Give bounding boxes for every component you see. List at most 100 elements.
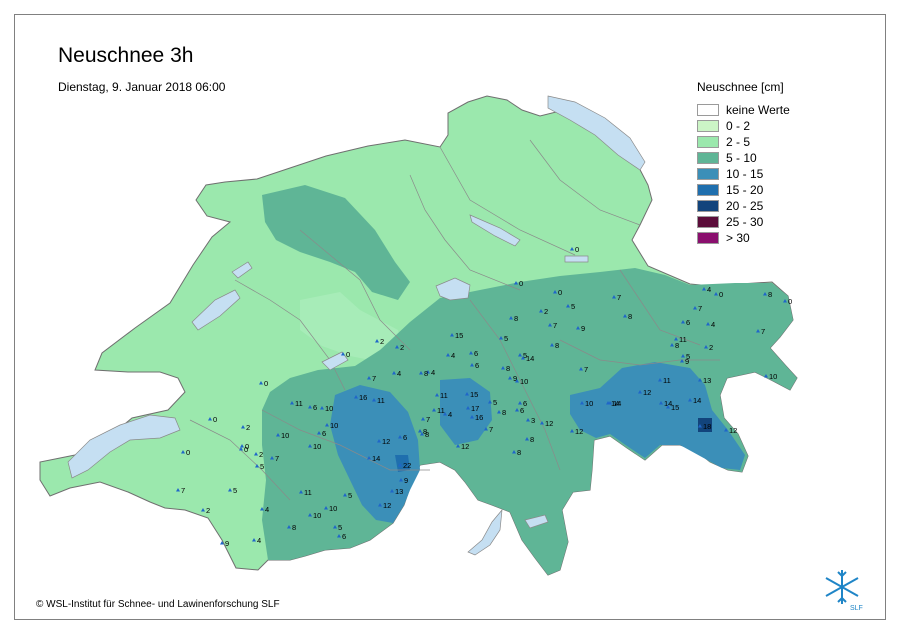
station-value: 22 [403, 461, 411, 470]
station-marker [724, 428, 728, 432]
station-marker [469, 351, 473, 355]
station-value: 4 [451, 351, 455, 360]
station-value: 8 [425, 430, 429, 439]
station-marker [426, 370, 430, 374]
station-marker [514, 281, 518, 285]
station-value: 8 [517, 448, 521, 457]
station-value: 6 [342, 532, 346, 541]
station-marker [395, 345, 399, 349]
canton-borders [189, 139, 720, 501]
station-value: 7 [553, 321, 557, 330]
zone-light [300, 292, 405, 362]
station-value: 15 [455, 331, 463, 340]
zone-15-20 [395, 455, 410, 472]
station-value: 8 [675, 341, 679, 350]
station-marker [252, 538, 256, 542]
legend-item: 25 - 30 [697, 214, 790, 229]
legend-swatch [697, 103, 719, 116]
legend-label: 5 - 10 [726, 150, 757, 165]
station-marker [579, 367, 583, 371]
station-marker [764, 374, 768, 378]
station-value: 0 [346, 350, 350, 359]
station-value: 14 [664, 399, 672, 408]
station-value: 5 [504, 334, 508, 343]
station-value: 7 [372, 374, 376, 383]
station-marker [276, 433, 280, 437]
lake-geneva [67, 414, 181, 479]
station-marker [239, 447, 243, 451]
station-marker [550, 343, 554, 347]
station-marker [398, 435, 402, 439]
zone-10-15-ticino [440, 378, 492, 445]
legend-title: Neuschnee [cm] [697, 80, 784, 94]
lake-zurich [469, 214, 521, 247]
station-marker [680, 359, 684, 363]
station-value: 7 [698, 304, 702, 313]
station-value: 10 [520, 377, 528, 386]
station-value: 10 [330, 421, 338, 430]
station-marker [465, 392, 469, 396]
lake-constance [547, 95, 646, 171]
station-value: 4 [397, 369, 401, 378]
station-value: 3 [531, 416, 535, 425]
legend-item: 2 - 5 [697, 134, 790, 149]
station-marker [443, 412, 447, 416]
station-value: 6 [520, 406, 524, 415]
station-value: 0 [244, 445, 248, 454]
station-value: 4 [431, 368, 435, 377]
station-value: 7 [426, 415, 430, 424]
station-marker [612, 295, 616, 299]
station-marker [497, 410, 501, 414]
station-value: 11 [663, 376, 671, 385]
station-value: 2 [380, 337, 384, 346]
station-marker [702, 287, 706, 291]
station-marker [674, 337, 678, 341]
station-marker [623, 314, 627, 318]
station-marker [317, 431, 321, 435]
legend-label: 25 - 30 [726, 214, 764, 229]
station-value: 12 [383, 501, 391, 510]
station-marker [399, 478, 403, 482]
legend-item: > 30 [697, 230, 790, 245]
station-value: 11 [679, 335, 687, 344]
station-value: 12 [382, 437, 390, 446]
station-marker [666, 405, 670, 409]
lake-thun [321, 351, 349, 371]
station-value: 15 [671, 403, 679, 412]
station-marker [470, 363, 474, 367]
station-value: 11 [437, 406, 445, 415]
station-value: 9 [404, 476, 408, 485]
station-marker [466, 406, 470, 410]
station-value: 8 [424, 369, 428, 378]
station-value: 14 [693, 396, 701, 405]
legend-label: 20 - 25 [726, 198, 764, 213]
station-marker [432, 408, 436, 412]
station-marker [638, 390, 642, 394]
station-value: 5 [686, 352, 690, 361]
station-value: 11 [295, 399, 303, 408]
station-marker [367, 456, 371, 460]
slf-logo: SLF [825, 570, 863, 612]
station-marker [580, 401, 584, 405]
station-value: 8 [530, 435, 534, 444]
station-marker [392, 371, 396, 375]
station-marker [539, 309, 543, 313]
station-value: 11 [440, 391, 448, 400]
station-value: 7 [181, 486, 185, 495]
station-marker [681, 354, 685, 358]
station-value: 10 [769, 372, 777, 381]
station-marker [693, 306, 697, 310]
station-value: 16 [359, 393, 367, 402]
station-marker [518, 353, 522, 357]
station-marker [228, 488, 232, 492]
station-value: 8 [768, 290, 772, 299]
station-marker [308, 405, 312, 409]
station-value: 7 [489, 425, 493, 434]
station-value: 2 [206, 506, 210, 515]
station-value: 10 [281, 431, 289, 440]
station-value: 2 [259, 450, 263, 459]
station-value: 14 [372, 454, 380, 463]
legend-item: 10 - 15 [697, 166, 790, 181]
station-value: 0 [558, 288, 562, 297]
station-value: 9 [581, 324, 585, 333]
